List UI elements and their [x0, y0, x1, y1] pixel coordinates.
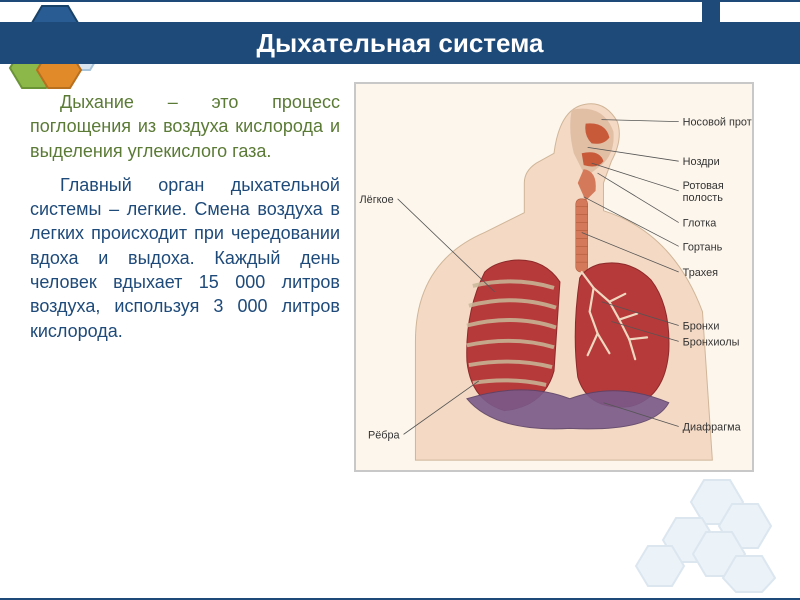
- svg-text:Рёбра: Рёбра: [368, 429, 401, 441]
- svg-text:Лёгкое: Лёгкое: [360, 194, 394, 206]
- hex-cluster-bottom-right: [614, 474, 794, 594]
- paragraph-definition: Дыхание – это процесс поглощения из возд…: [30, 90, 340, 163]
- svg-text:Глотка: Глотка: [683, 218, 718, 230]
- trachea: [576, 199, 588, 272]
- svg-text:Ноздри: Ноздри: [683, 156, 720, 168]
- title-bar: Дыхательная система: [0, 22, 800, 64]
- page-title: Дыхательная система: [256, 28, 543, 59]
- svg-text:Бронхи: Бронхи: [683, 320, 720, 332]
- top-border: [0, 0, 800, 2]
- svg-text:Диафрагма: Диафрагма: [683, 421, 742, 433]
- anatomy-diagram: Носовой проток Ноздри Ротоваяполость Глотка…: [354, 82, 754, 472]
- svg-text:Носовой проток: Носовой проток: [683, 117, 752, 129]
- svg-text:Ротовая: Ротовая: [683, 180, 724, 192]
- text-content: Дыхание – это процесс поглощения из возд…: [30, 90, 340, 353]
- svg-text:Трахея: Трахея: [683, 267, 718, 279]
- paragraph-detail: Главный орган дыхательной системы – легк…: [30, 173, 340, 343]
- svg-text:полость: полость: [683, 192, 724, 204]
- svg-text:Бронхиолы: Бронхиолы: [683, 336, 740, 348]
- svg-text:Гортань: Гортань: [683, 241, 723, 253]
